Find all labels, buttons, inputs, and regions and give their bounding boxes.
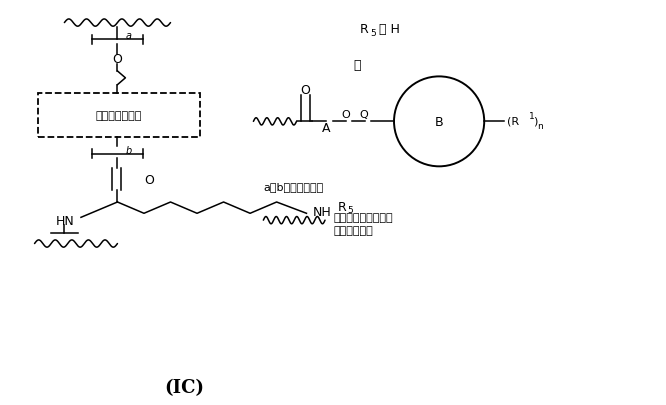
Text: NH: NH [313,205,332,218]
Text: HN: HN [55,215,75,228]
Text: 5: 5 [370,29,376,38]
Text: O: O [145,174,155,187]
Text: B: B [435,115,444,128]
Text: a和b表示重复单元: a和b表示重复单元 [263,181,324,192]
Text: n: n [537,122,543,130]
Text: ): ) [533,116,537,126]
Text: O: O [113,53,123,66]
Text: O: O [300,83,310,96]
Text: 或: 或 [353,59,360,72]
Bar [38,94,200,138]
Text: R: R [360,23,368,36]
Text: 表示与另一个原子或: 表示与另一个原子或 [333,212,393,222]
Text: O: O [341,110,350,120]
Text: A: A [322,122,330,134]
Text: 1: 1 [529,112,535,121]
Text: 是 H: 是 H [376,23,400,36]
Text: a: a [125,32,131,41]
Text: 任选地连接基团: 任选地连接基团 [96,111,143,121]
Text: b: b [125,146,132,156]
Text: R: R [338,200,346,213]
Text: 基团的附接点: 基团的附接点 [333,226,373,236]
Text: Q: Q [360,110,368,120]
Text: 5: 5 [348,205,354,214]
Text: (R: (R [507,116,519,126]
Text: (IC): (IC) [164,379,204,396]
